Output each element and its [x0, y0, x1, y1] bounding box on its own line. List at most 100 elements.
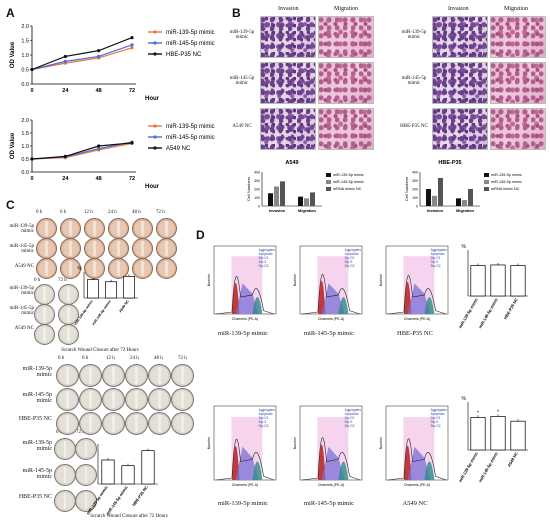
- wound-dish: [171, 388, 194, 411]
- panel-label-b: B: [232, 6, 241, 20]
- histogram-x-label: Channels (PE-A): [318, 317, 344, 321]
- x-tick-label: miR-139-5p mimic: [73, 299, 93, 326]
- series-line: [31, 142, 133, 160]
- legend-label: miR-145-5p mimic: [166, 41, 215, 47]
- legend-swatch: [326, 173, 331, 177]
- legend-marker: [153, 52, 157, 56]
- micrograph-migration: [318, 16, 374, 58]
- wound-dish: [84, 258, 105, 279]
- x-tick-label: 72: [129, 176, 135, 182]
- row-label: miR-145-5p mimic: [22, 392, 52, 404]
- histogram-legend: Dip G1: [431, 256, 441, 260]
- data-point: [63, 54, 67, 59]
- time-label: 0 h: [34, 278, 41, 283]
- wound-dish: [75, 490, 97, 512]
- scratch-gap: [117, 260, 120, 277]
- chart-title: HBE-P35: [438, 160, 461, 166]
- data-point: [130, 36, 134, 40]
- histogram-legend: Aggregates: [259, 248, 276, 252]
- histogram-label: miR-139-5p mimic: [217, 500, 268, 507]
- x-tick-label: miR-145-5p mimic: [477, 296, 499, 329]
- x-tick-label: HBE-P35 NC: [503, 297, 519, 320]
- histogram-y-label: Number: [207, 436, 211, 449]
- histogram-label: miR-145-5p mimic: [303, 330, 354, 337]
- histogram-legend: Apoptosis: [431, 412, 445, 416]
- bar: [105, 281, 117, 299]
- row-label: miR-139-5p mimic: [229, 30, 255, 40]
- histogram-legend: Dip S: [259, 260, 267, 264]
- histogram-legend: Apoptosis: [345, 412, 359, 416]
- wound-dish: [60, 258, 81, 279]
- scratch-gap: [117, 220, 120, 237]
- wound-dish: [102, 412, 125, 435]
- data-point: [30, 157, 34, 161]
- scratch-gap: [66, 366, 69, 385]
- histogram-legend: Aggregates: [431, 248, 448, 252]
- y-tick-label: 2.0: [21, 24, 29, 30]
- row-label: A549 NC: [14, 326, 34, 331]
- legend-swatch: [484, 180, 489, 184]
- x-tick-label: A549 NC: [506, 451, 519, 468]
- panel-label-a: A: [6, 6, 15, 20]
- wound-dish: [102, 388, 125, 411]
- scratch-gap: [43, 306, 46, 323]
- bar: [432, 195, 437, 206]
- scratch-gap: [165, 260, 168, 277]
- histogram-legend: Dip G2: [431, 424, 441, 428]
- y-tick-label: 1.0: [21, 144, 29, 150]
- bar: [510, 420, 526, 451]
- scratch-gap: [45, 220, 48, 237]
- time-header-bottom: 0 h 6 h 12 h 24 h 48 h 72 h: [56, 356, 206, 364]
- x-tick-label: Migration: [456, 208, 475, 213]
- legend-marker: [153, 30, 157, 34]
- row-label: miR-145-5p mimic: [401, 76, 427, 86]
- col-invasion-left: Invasion: [278, 6, 299, 12]
- scratch-gap: [165, 240, 168, 257]
- histogram-y-label: Number: [293, 436, 297, 449]
- significance-star: *: [477, 410, 479, 416]
- row-label: miR-145-5p mimic: [9, 306, 34, 316]
- series-line: [31, 37, 133, 71]
- legend-label: HBE-P35 NC: [166, 52, 202, 58]
- y-tick-label: 1.5: [21, 131, 29, 137]
- histogram-x-label: Channels (PE-A): [318, 483, 344, 487]
- wound-dish: [108, 258, 129, 279]
- y-tick-label: 400: [254, 171, 260, 175]
- micrograph-invasion: [432, 16, 488, 58]
- wound-dish: [56, 388, 79, 411]
- wound-dish: [102, 364, 125, 387]
- histogram-legend: Aggregates: [345, 248, 362, 252]
- scratch-gap: [69, 220, 72, 237]
- histogram-legend: Dip S: [431, 260, 439, 264]
- g2-peak: [338, 297, 349, 314]
- row-label: miR-139-5p mimic: [401, 30, 427, 40]
- scratch-gap: [89, 390, 92, 409]
- histogram-legend: Aggregates: [431, 408, 448, 412]
- y-tick-label: 0.0: [21, 82, 29, 88]
- row-label: HBE-P35 NC: [18, 494, 52, 500]
- wound-dish: [34, 284, 55, 305]
- time-label: 12 h: [84, 210, 93, 215]
- row-label: miR-139-5p mimic: [22, 440, 52, 452]
- histogram-outline: [215, 438, 275, 481]
- x-tick-label: 0: [30, 88, 33, 94]
- row-label: HBE-P35 NC: [400, 124, 428, 129]
- y-tick-label: 0: [258, 205, 260, 209]
- row-label: miR-139-5p mimic: [22, 366, 52, 378]
- scratch-gap: [84, 466, 88, 484]
- y-tick-label: 0.0: [21, 170, 29, 176]
- y-tick-label: 200: [254, 188, 260, 192]
- figure-caption: Scratch Wound Closure after 72 Hours: [61, 348, 139, 353]
- micrograph-migration: [490, 62, 546, 104]
- histogram-legend: Dip S: [345, 260, 353, 264]
- row-label: miR-145-5p mimic: [22, 468, 52, 480]
- x-tick-label: A549 NC: [118, 299, 130, 313]
- scratch-gap: [158, 366, 161, 385]
- scratch-gap: [93, 240, 96, 257]
- histogram-legend: Dip G1: [345, 256, 355, 260]
- scratch-gap: [43, 326, 46, 343]
- bar: [280, 181, 285, 206]
- legend-label: miR-145-5p mimic: [491, 180, 522, 184]
